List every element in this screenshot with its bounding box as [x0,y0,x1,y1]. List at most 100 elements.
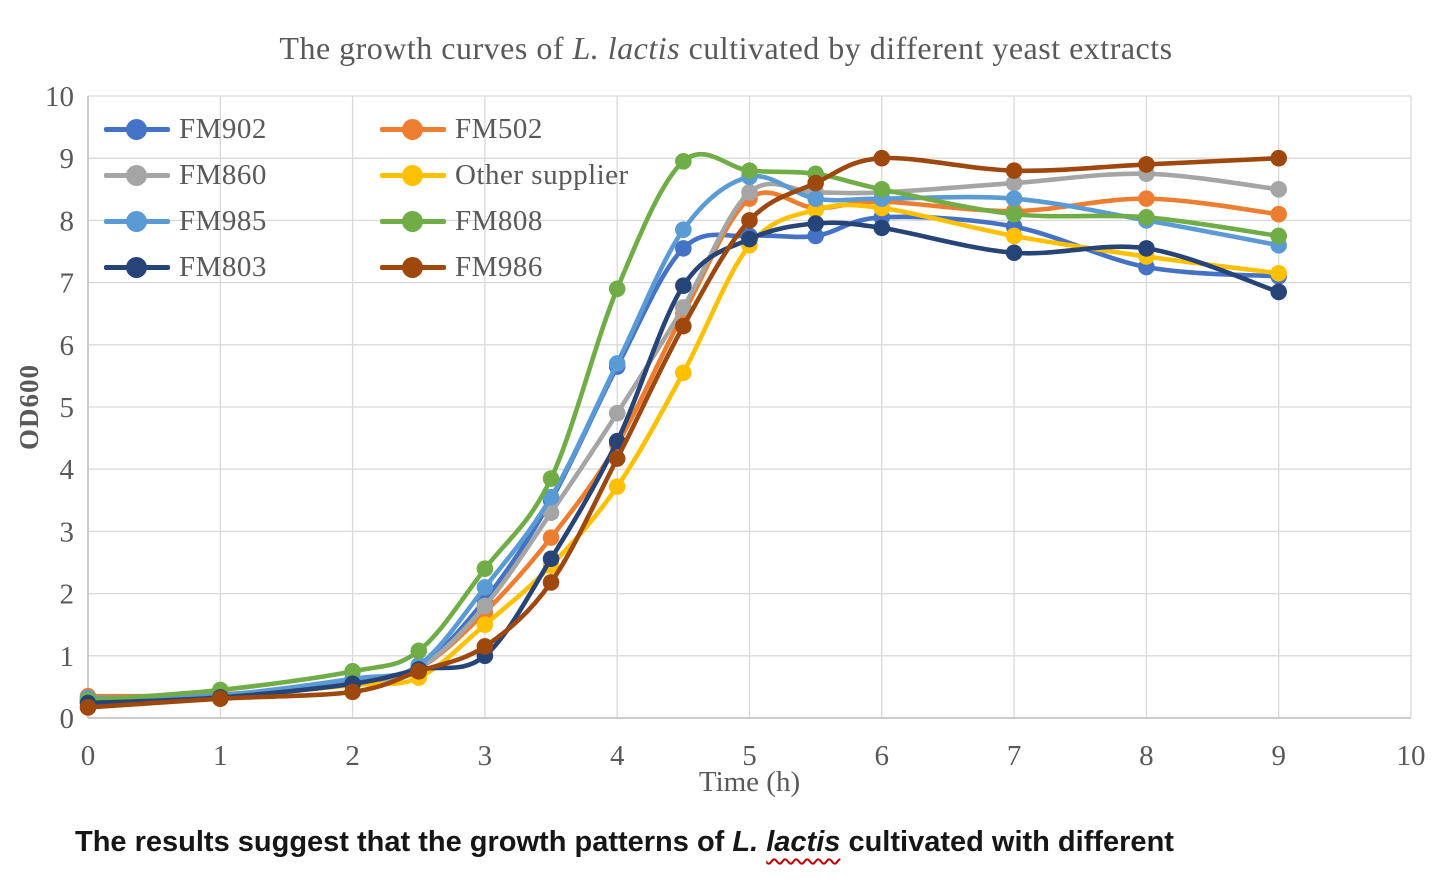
data-point [608,355,626,372]
data-point [476,579,494,596]
data-point [1005,227,1023,245]
svg-text:8: 8 [1139,740,1154,772]
legend-label: FM502 [455,112,543,145]
data-point [741,184,758,201]
svg-text:8: 8 [60,205,75,237]
data-point [1270,264,1287,282]
x-axis-tick-labels: 0 1 2 3 4 5 6 7 8 9 10 [81,740,1426,772]
svg-text:2: 2 [60,579,75,611]
legend-item-fm986: FM986 [380,251,629,284]
svg-text:10: 10 [45,81,74,113]
series-fm808 [79,151,1287,709]
data-point [741,212,758,229]
legend-item-fm808: FM808 [380,205,629,238]
chart-legend: FM902 FM502 FM860 Other supplier FM985 F… [104,106,629,290]
data-point [741,230,758,248]
data-point [1005,174,1023,192]
data-point [1270,227,1287,245]
data-point [608,478,626,495]
data-point [1270,283,1287,301]
growth-chart-figure[interactable]: 0 1 2 3 4 5 6 7 8 9 10 0 1 2 3 4 5 6 7 8 9 10 Time (h) OD600 Th… [0,0,1452,812]
legend-line-dot-marker [380,256,446,278]
data-point [542,529,560,546]
data-point [608,280,626,298]
data-point [1005,190,1023,207]
legend-item-fm803: FM803 [104,251,380,284]
data-point [476,560,494,578]
data-point [542,470,560,487]
growth-curves-plot: 0 1 2 3 4 5 6 7 8 9 10 0 1 2 3 4 5 6 7 8 9 10 Time (h) OD600 [14,81,1426,798]
caption-prefix: The results suggest that the growth patt… [75,826,733,858]
chart-title-suffix: cultivated by different yeast extracts [680,30,1173,66]
data-point [1270,181,1287,198]
svg-text:6: 6 [875,740,890,772]
data-point [807,227,824,245]
legend-item-fm902: FM902 [104,113,380,146]
svg-text:7: 7 [1007,740,1022,772]
data-point [542,504,560,522]
legend-item-fm860: FM860 [104,159,380,192]
data-point [410,642,428,660]
data-point [212,690,229,708]
data-point [542,550,560,568]
legend-label: FM985 [179,204,267,237]
svg-text:0: 0 [81,740,96,772]
data-point [675,317,692,335]
svg-text:9: 9 [60,143,75,175]
svg-text:4: 4 [610,740,625,772]
chart-title-prefix: The growth curves of [279,30,573,66]
legend-label: FM808 [455,204,543,237]
data-point [807,174,824,192]
data-point [476,616,494,633]
svg-text:1: 1 [213,740,228,772]
svg-text:3: 3 [60,516,75,548]
data-point [675,240,692,257]
data-point [476,597,494,615]
series-fm986 [79,149,1287,716]
data-point [1138,190,1155,207]
axes [87,96,1411,719]
legend-line-dot-marker [380,210,446,232]
legend-line-dot-marker [380,118,446,140]
data-point [476,638,494,655]
data-point [608,450,626,467]
data-point [79,699,97,716]
svg-text:3: 3 [478,740,493,772]
legend-item-fm985: FM985 [104,205,380,238]
legend-line-dot-marker [380,164,446,186]
legend-item-other-supplier: Other supplier [380,159,629,192]
svg-text:6: 6 [60,330,75,362]
data-point [1138,156,1155,173]
legend-line-dot-marker [104,118,170,140]
svg-text:0: 0 [60,703,75,735]
data-point [1005,244,1023,262]
legend-label: FM986 [455,250,543,283]
data-point [675,364,692,382]
data-point [741,162,758,179]
data-point [1005,162,1023,179]
data-point [1138,240,1155,257]
data-point [344,683,361,701]
data-point [542,488,560,506]
data-point [873,219,891,237]
legend-label: Other supplier [455,158,629,191]
data-point [675,221,692,239]
caption-species-misspelled: lactis [766,826,841,858]
caption-suffix: cultivated with different [840,826,1174,858]
data-point [410,663,428,680]
chart-title-species: L. lactis [572,30,681,66]
data-point [1270,205,1287,223]
svg-text:5: 5 [60,392,75,424]
svg-text:5: 5 [742,740,757,772]
svg-text:4: 4 [60,454,75,486]
chart-title: The growth curves of L. lactis cultivate… [0,30,1452,67]
data-point [675,277,692,295]
legend-line-dot-marker [104,210,170,232]
data-point [608,404,626,422]
svg-text:9: 9 [1271,740,1286,772]
legend-line-dot-marker [104,256,170,278]
y-axis-title: OD600 [14,364,44,450]
data-point [344,663,361,680]
legend-item-fm502: FM502 [380,113,629,146]
caption-species-genus: L. [732,826,767,858]
